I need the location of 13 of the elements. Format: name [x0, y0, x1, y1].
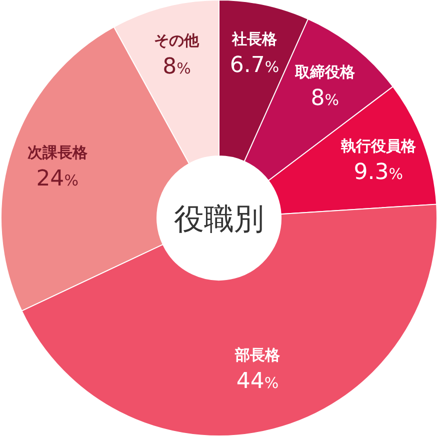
data-label: 8% — [310, 86, 340, 111]
text: 役職別 — [174, 202, 264, 237]
slice-label: 社長格 — [231, 30, 278, 48]
data-label: 6.7% — [230, 52, 280, 78]
slice-label: 部長格 — [234, 346, 282, 364]
data-label: 44% — [236, 369, 279, 394]
data-label: 8% — [162, 54, 191, 80]
slice-label: 次課長格 — [27, 143, 88, 162]
data-label: 24% — [36, 166, 78, 192]
slice-label: 取締役格 — [294, 62, 356, 81]
slice-label: 執行役員格 — [340, 136, 417, 155]
data-label: 9.3% — [354, 160, 404, 185]
slice-label: その他 — [154, 31, 200, 50]
